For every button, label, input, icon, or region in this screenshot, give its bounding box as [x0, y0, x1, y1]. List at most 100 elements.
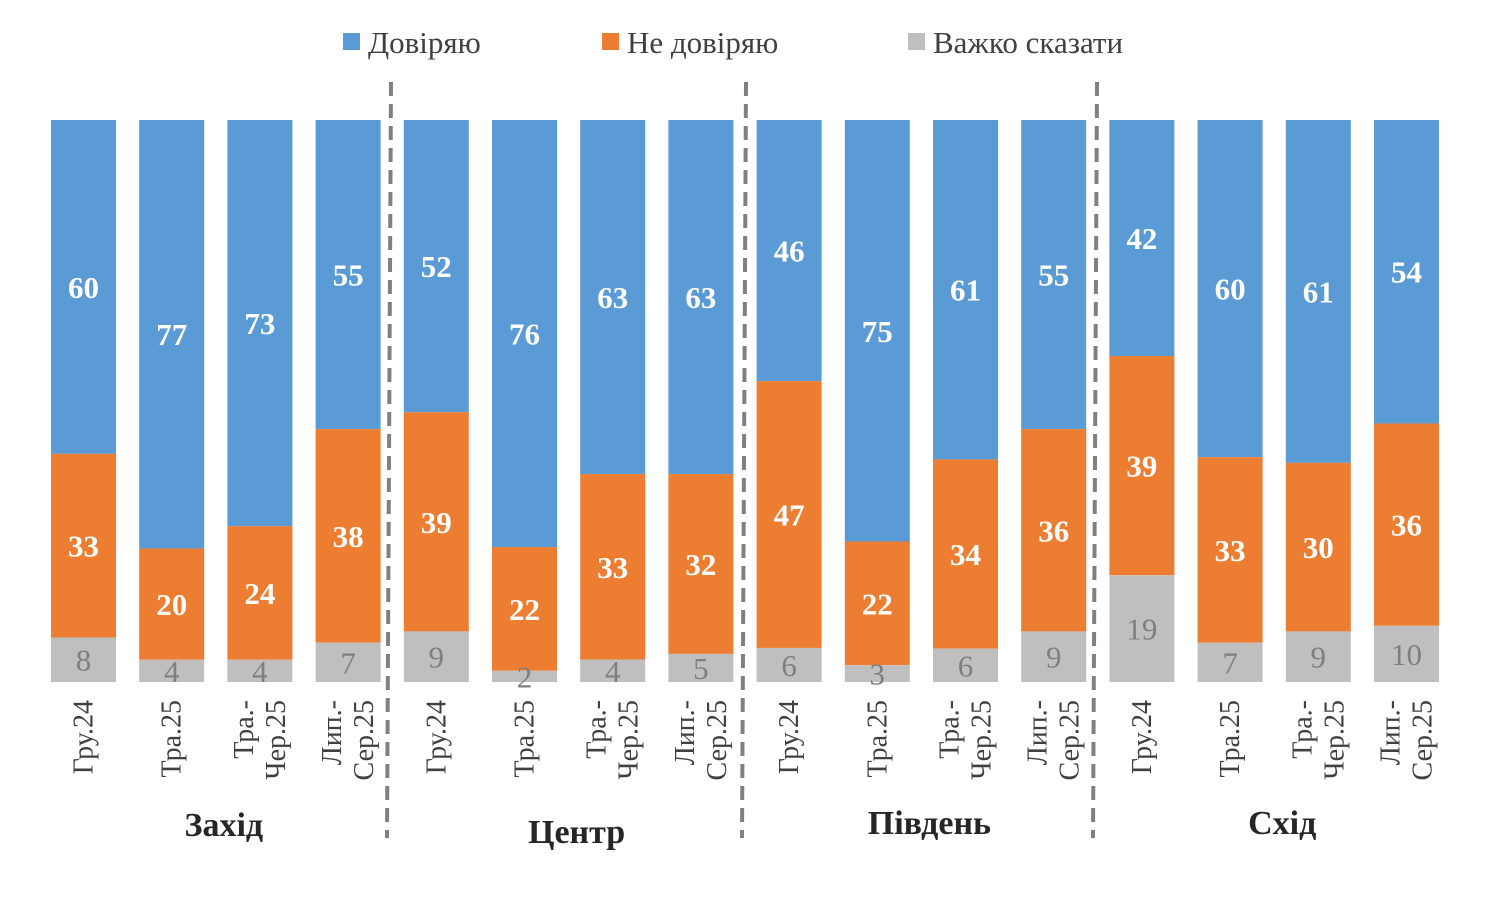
bar-stack: 55 38 7	[315, 120, 381, 682]
legend: Довіряю Не довіряю Важко сказати	[343, 25, 1123, 60]
bar-segment-trust	[139, 120, 205, 549]
bar-stack: 63 32 5	[668, 120, 734, 686]
category-labels: Гру.24 Тра.25 Тра.- Чер.25 Лип.- Сер.25 Гру.24…	[69, 700, 1439, 780]
group-label-0: Захід	[185, 807, 264, 844]
bar-segment-hard-to-say	[580, 659, 646, 682]
bar-segment-hard-to-say	[1374, 625, 1439, 682]
bar-stack: 77 20 4	[139, 120, 205, 689]
data-label: 24	[244, 576, 275, 611]
category-label: Тра.-	[935, 700, 966, 759]
data-label: 33	[597, 550, 628, 585]
category-label: Гру.24	[1127, 700, 1158, 774]
legend-label: Важко сказати	[933, 25, 1123, 60]
bar-segment-trust	[1021, 120, 1087, 430]
category-label: Лип.-	[317, 700, 348, 765]
bar-stack: 52 39 9	[403, 120, 469, 682]
bar-segment-distrust	[580, 474, 646, 660]
bar-segment-trust	[403, 120, 469, 413]
category-label: Чер.25	[967, 700, 998, 780]
bar-segment-hard-to-say	[844, 665, 910, 682]
bar-segment-hard-to-say	[315, 642, 381, 682]
category-label: Сер.25	[1408, 700, 1439, 780]
category-label: Сер.25	[1055, 700, 1086, 780]
bar-stack: 46 47 6	[756, 120, 822, 683]
bar-stack: 54 36 10	[1374, 120, 1439, 682]
group-divider	[740, 81, 748, 839]
bar-stack: 42 39 19	[1109, 120, 1175, 682]
bar-segment-trust	[1109, 120, 1175, 357]
data-label: 22	[862, 586, 893, 621]
data-label: 7	[1222, 645, 1238, 680]
bar-segment-distrust	[1109, 356, 1175, 576]
bar-segment-hard-to-say	[1197, 642, 1263, 682]
data-label: 20	[156, 587, 187, 622]
bar-segment-distrust	[51, 453, 116, 638]
bar-segment-trust	[492, 120, 557, 548]
data-label: 42	[1126, 221, 1157, 256]
data-label: 5	[693, 651, 709, 686]
bar-segment-trust	[580, 120, 646, 475]
category-label: Гру.24	[774, 700, 805, 774]
bar-segment-trust	[227, 120, 293, 527]
legend-label: Довіряю	[368, 25, 481, 60]
bar-segment-trust	[933, 120, 998, 460]
bar-stack: 60 33 8	[51, 120, 116, 682]
data-label: 55	[333, 258, 364, 293]
data-label: 60	[68, 270, 99, 305]
bar-stack: 73 24 4	[227, 120, 293, 689]
bar-segment-hard-to-say	[933, 648, 998, 682]
data-label: 6	[958, 648, 974, 683]
bar-stack: 55 36 9	[1021, 120, 1087, 682]
bar-stack: 61 34 6	[933, 120, 998, 683]
category-label: Лип.-	[670, 700, 701, 765]
bar-segment-hard-to-say	[403, 631, 469, 682]
bar-segment-hard-to-say	[227, 659, 293, 682]
group-label-3: Схід	[1248, 805, 1316, 842]
data-label: 9	[1046, 640, 1062, 675]
category-label: Тра.25	[862, 700, 893, 777]
data-label: 33	[68, 529, 99, 564]
group-dividers	[385, 81, 1099, 839]
group-labels: Захід Центр Південь Схід	[185, 805, 1317, 851]
bar-segment-distrust	[403, 412, 469, 632]
data-label: 55	[1038, 258, 1069, 293]
bar-segment-trust	[51, 120, 116, 454]
data-label: 77	[156, 317, 187, 352]
data-label: 76	[509, 317, 540, 352]
data-label: 19	[1126, 612, 1157, 647]
bar-segment-trust	[844, 120, 910, 542]
bar-segment-trust	[756, 120, 822, 382]
data-label: 61	[950, 273, 981, 308]
category-label: Лип.-	[1023, 700, 1054, 765]
bar-segment-distrust	[933, 459, 998, 649]
data-label: 4	[605, 654, 621, 689]
bar-segment-distrust	[227, 526, 293, 660]
data-label: 54	[1391, 255, 1422, 290]
category-label: Тра.25	[510, 700, 541, 777]
data-label: 9	[1311, 640, 1327, 675]
bar-stack: 63 33 4	[580, 120, 646, 689]
bar-segment-distrust	[1374, 423, 1439, 626]
bar-segment-hard-to-say	[668, 653, 734, 682]
data-label: 39	[421, 505, 452, 540]
data-label: 3	[870, 657, 886, 692]
bar-segment-distrust	[315, 429, 381, 643]
bar-stack: 61 30 9	[1285, 120, 1351, 682]
legend-item-1: Не довіряю	[602, 25, 778, 60]
data-label: 34	[950, 537, 981, 572]
data-label: 9	[429, 640, 445, 675]
legend-label: Не довіряю	[627, 25, 778, 60]
legend-item-2: Важко сказати	[908, 25, 1123, 60]
group-label-2: Південь	[868, 805, 991, 842]
data-label: 22	[509, 592, 540, 627]
data-label: 30	[1303, 530, 1334, 565]
data-label: 2	[517, 659, 533, 694]
bar-segment-trust	[668, 120, 734, 475]
bar-segment-distrust	[139, 548, 205, 660]
bar-segment-hard-to-say	[1109, 575, 1175, 682]
category-label: Тра.-	[229, 700, 260, 759]
bar-segment-hard-to-say	[1021, 631, 1087, 682]
data-label: 39	[1126, 449, 1157, 484]
